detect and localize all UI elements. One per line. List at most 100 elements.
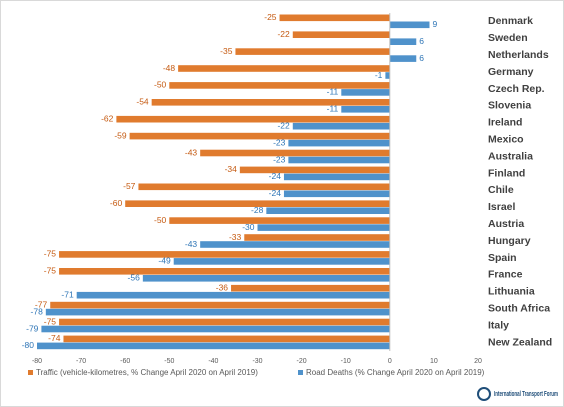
category-label: Spain xyxy=(488,252,517,264)
category-label: Ireland xyxy=(488,117,522,129)
bar xyxy=(45,308,390,316)
data-label: -24 xyxy=(269,188,282,198)
x-tick-label: -70 xyxy=(76,358,86,365)
category-label: Israel xyxy=(488,201,516,213)
category-label: Austria xyxy=(488,218,524,230)
data-label: -60 xyxy=(110,198,123,208)
category-label: France xyxy=(488,269,523,281)
data-label: -54 xyxy=(136,97,149,107)
category-label: Slovenia xyxy=(488,100,531,112)
logo-text: International Transport Forum xyxy=(494,391,558,398)
category-label: Chile xyxy=(488,184,514,196)
data-label: -22 xyxy=(277,29,290,39)
data-label: -59 xyxy=(114,130,127,140)
x-tick-label: -30 xyxy=(252,358,262,365)
bar xyxy=(257,224,390,231)
data-label: -43 xyxy=(185,147,198,157)
data-label: -71 xyxy=(61,289,74,299)
data-label: -22 xyxy=(277,120,290,130)
bar xyxy=(288,139,390,147)
legend-label: Traffic (vehicle-kilometres, % Change Ap… xyxy=(36,368,258,377)
data-label: -28 xyxy=(251,205,264,215)
bar xyxy=(50,301,390,309)
data-label: -75 xyxy=(44,266,57,276)
category-label: Sweden xyxy=(488,32,528,44)
data-label: -1 xyxy=(375,70,383,80)
x-tick-label: 10 xyxy=(430,358,438,365)
bar xyxy=(341,89,390,96)
bar xyxy=(283,190,390,198)
data-label: -11 xyxy=(327,87,339,97)
data-label: -35 xyxy=(220,46,233,56)
bar xyxy=(59,318,390,326)
data-label: 6 xyxy=(419,53,424,63)
bar xyxy=(59,268,390,275)
category-label: Australia xyxy=(488,150,533,162)
bar xyxy=(63,335,390,343)
data-label: -77 xyxy=(35,299,48,309)
data-label: -74 xyxy=(48,333,61,343)
legend-swatch xyxy=(298,370,303,375)
x-tick-label: -80 xyxy=(32,358,42,365)
data-label: -11 xyxy=(327,104,339,114)
bar xyxy=(385,72,390,79)
bar xyxy=(178,65,390,72)
data-label: -79 xyxy=(26,323,39,333)
bar xyxy=(288,156,390,164)
x-tick-label: 0 xyxy=(388,358,392,365)
bar xyxy=(244,234,390,241)
category-label: Hungary xyxy=(488,235,531,247)
data-label: -49 xyxy=(158,256,171,266)
bar xyxy=(125,200,390,207)
category-label: Finland xyxy=(488,167,525,179)
bar xyxy=(169,82,390,89)
category-label: Czech Rep. xyxy=(488,83,545,95)
bar xyxy=(41,325,390,333)
data-label: -33 xyxy=(229,232,242,242)
data-label: 6 xyxy=(419,36,424,46)
category-label: Italy xyxy=(488,319,509,331)
x-tick-label: -60 xyxy=(120,358,130,365)
category-label: Netherlands xyxy=(488,49,549,61)
data-label: -30 xyxy=(242,222,255,232)
x-tick-label: 20 xyxy=(474,358,482,365)
data-label: -34 xyxy=(225,164,238,174)
data-label: -23 xyxy=(273,137,286,147)
bar xyxy=(59,251,390,258)
x-tick-label: -10 xyxy=(341,358,351,365)
logo-icon xyxy=(477,387,491,401)
data-label: -57 xyxy=(123,181,136,191)
category-label: New Zealand xyxy=(488,336,552,348)
bar xyxy=(279,14,390,22)
bar xyxy=(235,48,390,55)
data-label: -56 xyxy=(128,273,141,283)
bar xyxy=(200,241,390,248)
data-label: -25 xyxy=(264,12,277,22)
category-label: Germany xyxy=(488,66,534,78)
data-label: -24 xyxy=(269,171,282,181)
data-label: -50 xyxy=(154,215,167,225)
bar xyxy=(142,275,390,282)
category-label: Mexico xyxy=(488,134,524,146)
category-label: Lithuania xyxy=(488,286,535,298)
legend-label: Road Deaths (% Change April 2020 on Apri… xyxy=(306,368,485,377)
category-label: South Africa xyxy=(488,303,550,315)
data-label: -36 xyxy=(216,282,229,292)
bar xyxy=(231,284,390,292)
bar xyxy=(292,122,390,130)
bar xyxy=(283,173,390,181)
bar xyxy=(341,106,390,113)
data-label: -48 xyxy=(163,63,176,73)
bar xyxy=(173,258,390,265)
x-tick-label: -20 xyxy=(297,358,307,365)
bar xyxy=(239,166,390,174)
bar xyxy=(292,31,390,38)
data-label: -23 xyxy=(273,154,286,164)
bar xyxy=(389,21,430,29)
bar xyxy=(200,149,390,157)
bar xyxy=(76,291,390,299)
data-label: -75 xyxy=(44,249,57,259)
bar xyxy=(389,55,417,62)
